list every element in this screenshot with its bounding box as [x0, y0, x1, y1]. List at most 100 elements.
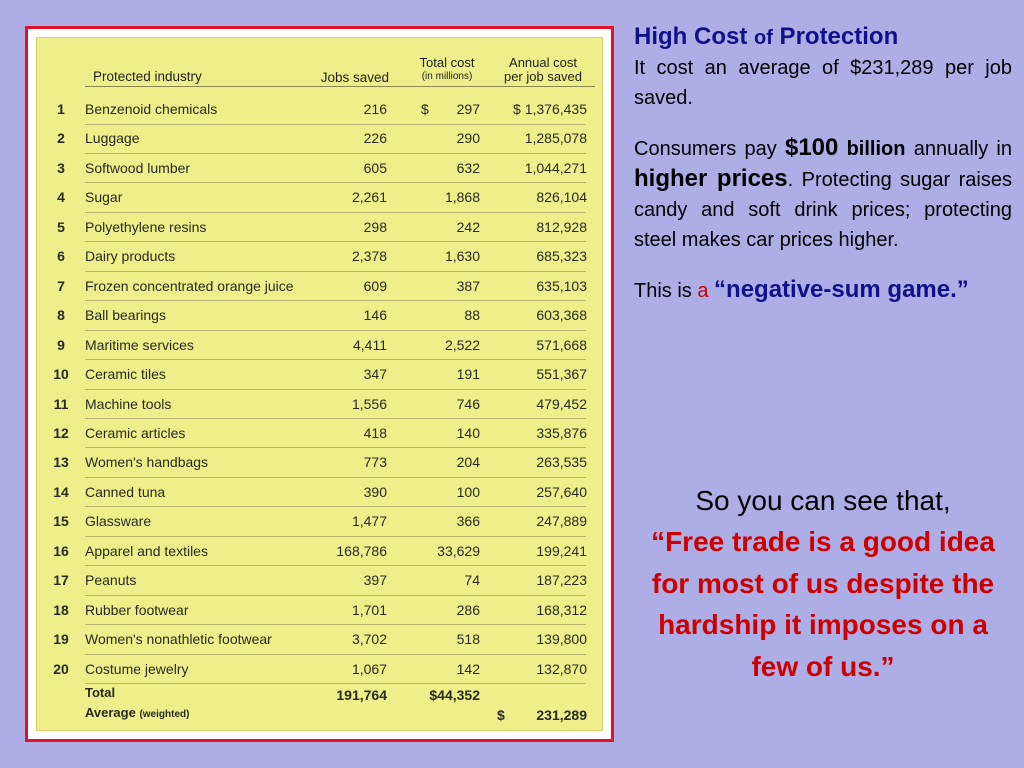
- table-row: 6 Dairy products 2,378 1,630 685,323: [37, 242, 604, 272]
- jobs-saved-value: 1,477: [351, 513, 387, 530]
- row-number: 17: [53, 572, 69, 589]
- weighted-label: (weighted): [139, 709, 190, 720]
- table-row: 20 Costume jewelry 1,067 142 132,870: [37, 655, 604, 685]
- annual-cost-value: 168,312: [536, 601, 587, 618]
- row-divider: [85, 683, 586, 685]
- row-number: 8: [57, 307, 65, 324]
- annual-cost-value: 199,241: [536, 542, 587, 559]
- jobs-saved-value: 4,411: [353, 336, 387, 353]
- jobs-saved-value: 605: [363, 159, 387, 176]
- row-number: 11: [53, 395, 69, 412]
- row-number: 6: [57, 248, 65, 265]
- jobs-saved-value: 390: [363, 483, 387, 500]
- jobs-saved-value: 1,556: [351, 395, 387, 412]
- total-cost-value: 1,868: [444, 189, 480, 206]
- title-of: of: [754, 27, 773, 49]
- jobs-saved-value: 146: [363, 307, 387, 324]
- total-cost-value: 100: [456, 483, 480, 500]
- annual-cost-value: 335,876: [536, 424, 587, 441]
- total-cost-value: 387: [456, 277, 480, 294]
- row-divider: [85, 447, 586, 449]
- annual-cost-value: 635,103: [536, 277, 587, 294]
- header-annual-cost: Annual cost per job saved: [493, 56, 593, 84]
- total-cost-value: 74: [464, 572, 480, 589]
- row-number: 20: [53, 660, 69, 677]
- jobs-saved-value: 226: [363, 130, 387, 147]
- higher-prices-emphasis: higher prices: [634, 165, 788, 192]
- table-row: 17 Peanuts 397 74 187,223: [37, 566, 604, 596]
- table-row: 7 Frozen concentrated orange juice 609 387 6…: [37, 272, 604, 302]
- row-divider: [85, 594, 586, 596]
- row-divider: [85, 565, 586, 567]
- annual-cost-value: 826,104: [536, 189, 587, 206]
- row-divider: [85, 624, 586, 626]
- header-annual-cost-line1: Annual cost: [509, 55, 577, 70]
- total-cost-value: 142: [456, 660, 480, 677]
- jobs-saved-value: 3,702: [351, 631, 387, 648]
- industry-name: Canned tuna: [85, 483, 166, 500]
- table-row: 5 Polyethylene resins 298 242 812,928: [37, 213, 604, 243]
- row-number: 12: [53, 424, 69, 441]
- header-total-cost: Total cost (in millions): [407, 56, 487, 84]
- average-currency: $: [497, 707, 505, 723]
- jobs-saved-value: 609: [363, 277, 387, 294]
- industry-name: Peanuts: [85, 572, 137, 589]
- jobs-saved-value: 2,261: [351, 189, 387, 206]
- industry-name: Dairy products: [85, 248, 176, 265]
- table-row: 11 Machine tools 1,556 746 479,452: [37, 390, 604, 419]
- row-number: 16: [53, 542, 69, 559]
- total-cost-value: 204: [456, 454, 480, 471]
- annual-cost-value: 263,535: [536, 454, 587, 471]
- consumer-cost-amount: $100: [784, 134, 839, 161]
- header-jobs-saved: Jobs saved: [320, 70, 389, 85]
- total-cost-value: 746: [456, 395, 480, 412]
- row-number: 5: [57, 218, 65, 235]
- header-divider: [85, 86, 595, 87]
- negative-sum-paragraph: This is a “negative-sum game.”: [634, 275, 1012, 306]
- row-number: 18: [53, 601, 69, 618]
- industry-name: Apparel and textiles: [85, 542, 208, 559]
- industry-name: Softwood lumber: [85, 159, 191, 176]
- annual-cost-value: 479,452: [536, 395, 587, 412]
- industry-name: Rubber footwear: [85, 601, 189, 618]
- industry-name: Polyethylene resins: [85, 218, 207, 235]
- consumer-cost-mid: annually in: [905, 138, 1012, 160]
- annual-cost-value: 1,044,271: [524, 159, 587, 176]
- row-number: 1: [57, 101, 65, 117]
- table-image-frame: Protected industry Jobs saved Total cost…: [25, 26, 614, 742]
- table-row: 10 Ceramic tiles 347 191 551,367: [37, 360, 604, 390]
- conclusion-block: So you can see that, “Free trade is a go…: [634, 480, 1012, 687]
- jobs-saved-value: 1,067: [351, 660, 387, 677]
- annual-cost-value: 247,889: [536, 513, 587, 530]
- row-number: 15: [53, 513, 69, 530]
- table-row: 15 Glassware 1,477 366 247,889: [37, 507, 604, 537]
- title-part1: High Cost: [634, 23, 754, 50]
- header-protected-industry: Protected industry: [93, 69, 202, 84]
- row-number: 19: [53, 631, 69, 648]
- row-divider: [85, 211, 586, 213]
- total-cost-value: 290: [456, 130, 480, 147]
- average-label: Average: [85, 705, 136, 720]
- total-cost-value: 518: [456, 631, 480, 648]
- row-divider: [85, 506, 586, 508]
- consumer-cost-unit: billion: [838, 138, 906, 160]
- annual-cost-value: 187,223: [536, 572, 587, 589]
- total-cost-value: 297: [456, 101, 480, 117]
- total-cost-value: 33,629: [437, 542, 480, 559]
- slide-title: High Cost of Protection: [634, 22, 1012, 53]
- annual-cost-value: 551,367: [536, 366, 587, 383]
- jobs-saved-value: 1,701: [351, 601, 387, 618]
- row-number: 2: [57, 130, 65, 147]
- consumer-cost-paragraph: Consumers pay $100 billion annually in h…: [634, 133, 1012, 255]
- explanation-panel: High Cost of Protection It cost an avera…: [634, 22, 1012, 306]
- jobs-saved-value: 216: [363, 101, 387, 117]
- cost-total: $44,352: [429, 687, 480, 703]
- negative-sum-article: a: [697, 280, 709, 302]
- row-divider: [85, 653, 586, 655]
- industry-name: Women's handbags: [85, 454, 209, 471]
- row-divider: [85, 152, 586, 154]
- total-cost-value: 632: [456, 159, 480, 176]
- consumer-cost-pre: Consumers pay: [634, 138, 785, 160]
- industry-name: Costume jewelry: [85, 660, 189, 677]
- industry-name: Machine tools: [85, 395, 172, 412]
